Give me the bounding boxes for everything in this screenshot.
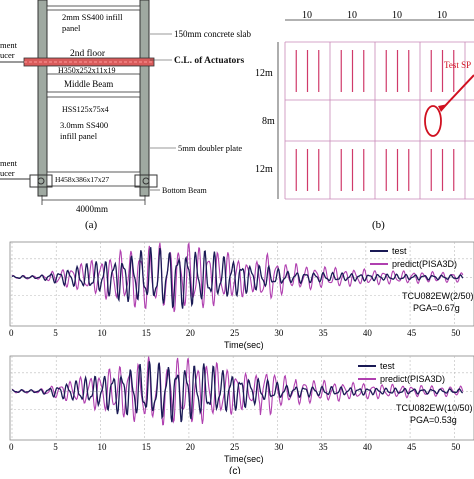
actuators-label: C.L. of Actuators xyxy=(174,56,244,66)
x-tick-label: 50 xyxy=(451,442,461,452)
middle-beam-label: Middle Beam xyxy=(64,79,113,89)
beam-top-label: H350x252x11x19 xyxy=(58,66,115,75)
x-tick-label: 5 xyxy=(53,442,58,452)
plot-1: test predict(PISA3D) TCU082EW(2/50) PGA=… xyxy=(9,241,474,350)
span-x-4: 10 xyxy=(437,10,447,21)
x-tick-label: 30 xyxy=(274,442,284,452)
x-tick-label: 30 xyxy=(274,328,284,338)
panel-b-text: 10 10 10 10 12m 8m 12m Test SP (b) xyxy=(255,10,471,231)
x-tick-label: 50 xyxy=(451,328,461,338)
bottom-beam xyxy=(46,171,141,187)
span-x-1: 10 xyxy=(302,10,312,21)
plot-2: test predict(PISA3D) TCU082EW(10/50) PGA… xyxy=(9,355,474,464)
plot-2-test-series xyxy=(11,361,463,423)
beam-bottom-label: H458x386x17x27 xyxy=(55,175,109,184)
x-tick-label: 45 xyxy=(407,442,417,452)
floor2-label: 2nd floor xyxy=(70,48,106,59)
callout-label: Test SP xyxy=(444,60,471,70)
panel-b-caption: (b) xyxy=(372,219,385,231)
plot-1-legend-test: test xyxy=(392,246,407,256)
slab-label: 150mm concrete slab xyxy=(174,29,251,39)
left-label-2b: ucer xyxy=(0,168,15,178)
x-tick-label: 15 xyxy=(142,328,152,338)
infill-top-label-2: panel xyxy=(62,23,81,33)
x-tick-label: 0 xyxy=(9,328,14,338)
x-tick-label: 20 xyxy=(186,442,196,452)
x-tick-label: 25 xyxy=(230,442,240,452)
x-tick-label: 10 xyxy=(97,328,107,338)
span-y-2: 8m xyxy=(262,116,275,127)
x-tick-label: 35 xyxy=(319,442,329,452)
span-y-3: 12m xyxy=(255,164,273,175)
x-tick-label: 10 xyxy=(97,442,107,452)
left-label-1a: ment xyxy=(0,40,18,50)
span-x-2: 10 xyxy=(347,10,357,21)
plot-1-predict-series xyxy=(11,241,464,313)
x-tick-label: 20 xyxy=(186,328,196,338)
width-label: 4000mm xyxy=(76,204,108,214)
infill-top-label-1: 2mm SS400 infill xyxy=(62,12,123,22)
test-specimen-callout xyxy=(424,105,442,137)
infill-mid-label-1: 3.0mm SS400 xyxy=(60,120,108,130)
plot-2-xlabel: Time(sec) xyxy=(224,454,264,464)
plot-2-legend-predict: predict(PISA3D) xyxy=(380,374,445,384)
panel-a-caption: (a) xyxy=(85,219,98,231)
panel-c-caption: (c) xyxy=(229,466,241,474)
x-tick-label: 35 xyxy=(319,328,329,338)
panel-a-frame xyxy=(0,0,176,205)
plot-1-record: TCU082EW(2/50) xyxy=(402,291,474,301)
panel-a-text: 2mm SS400 infill panel 150mm concrete sl… xyxy=(0,12,251,231)
span-y-1: 12m xyxy=(255,68,273,79)
left-label-1b: ucer xyxy=(0,50,15,60)
x-tick-label: 25 xyxy=(230,328,240,338)
plot-1-legend-predict: predict(PISA3D) xyxy=(392,259,457,269)
plot-2-record: TCU082EW(10/50) xyxy=(396,403,473,413)
x-tick-label: 45 xyxy=(407,328,417,338)
plot-1-test-series xyxy=(11,247,464,309)
bottom-beam-label: Bottom Beam xyxy=(162,186,207,195)
doubler-label: 5mm doubler plate xyxy=(178,143,242,153)
middle-beam xyxy=(46,91,141,98)
x-tick-label: 0 xyxy=(9,442,14,452)
x-tick-label: 40 xyxy=(363,328,373,338)
x-tick-label: 15 xyxy=(142,442,152,452)
plot-2-pga: PGA=0.53g xyxy=(410,415,457,425)
plot-1-pga: PGA=0.67g xyxy=(413,303,460,313)
hss-label: HSS125x75x4 xyxy=(62,105,109,114)
panel-b-plan xyxy=(277,19,474,200)
infill-mid-label-2: infill panel xyxy=(60,131,98,141)
left-label-2a: ment xyxy=(0,158,18,168)
span-x-3: 10 xyxy=(392,10,402,21)
plot-1-xlabel: Time(sec) xyxy=(224,340,264,350)
x-tick-label: 40 xyxy=(363,442,373,452)
plot-2-legend-test: test xyxy=(380,361,395,371)
x-tick-label: 5 xyxy=(53,328,58,338)
